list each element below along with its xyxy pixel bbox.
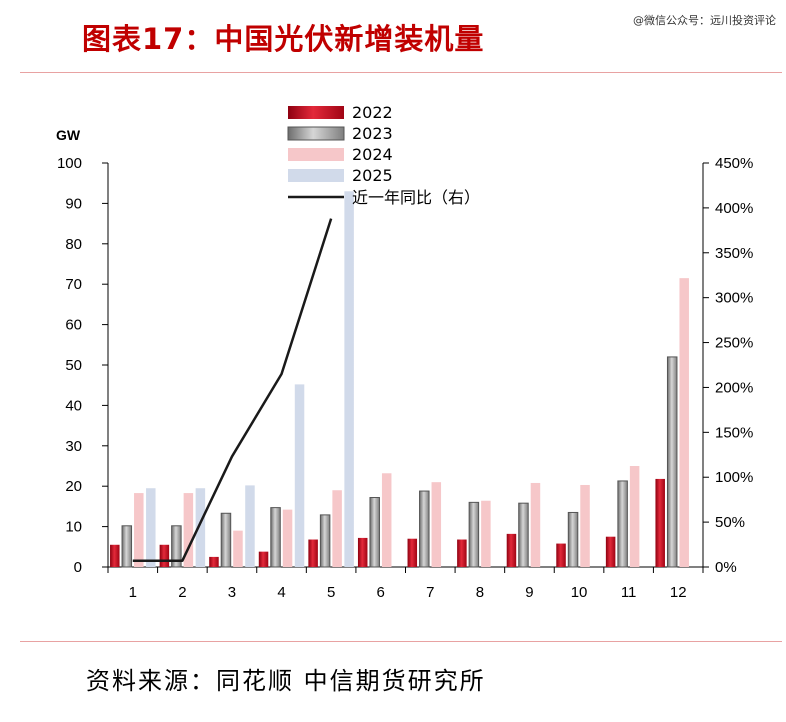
bar-2022-month-3 — [209, 556, 219, 567]
bar-2024-month-9 — [530, 482, 541, 567]
bar-2024-month-4 — [282, 509, 293, 567]
bar-2023-month-7 — [419, 490, 430, 568]
x-axis-tick-label: 10 — [571, 584, 588, 601]
right-axis-tick-label: 0% — [715, 559, 737, 576]
bar-2022-month-10 — [556, 543, 566, 567]
yoy-growth-line — [132, 218, 333, 562]
bar-2024-month-8 — [481, 500, 491, 567]
bar-2022-month-12 — [655, 478, 665, 567]
bars — [110, 191, 689, 568]
bar-2022-month-6 — [357, 537, 368, 567]
x-axis-tick-label: 1 — [129, 584, 137, 601]
legend-swatch-2023 — [287, 126, 345, 141]
bar-2023-month-4 — [270, 507, 281, 568]
legend: 2022 2023 2024 2025 近一年同比（右） — [287, 103, 480, 207]
left-axis-tick-label: 40 — [65, 397, 82, 414]
x-axis-tick-label: 6 — [377, 584, 385, 601]
bar-2024-month-5 — [332, 490, 342, 567]
bar-2025-month-2 — [195, 488, 206, 567]
legend-swatch-2025 — [288, 169, 344, 182]
legend-swatch-2022 — [288, 106, 344, 119]
x-axis-tick-label: 4 — [277, 584, 285, 601]
bar-2023-month-10 — [567, 511, 579, 568]
photovoltaic-installations-chart: GW 0 10 20 30 40 50 60 70 80 90 100 0% 50% 100% 150% 20… — [56, 103, 753, 601]
bar-2025-month-4 — [294, 384, 305, 567]
legend-label-line: 近一年同比（右） — [352, 188, 480, 207]
left-axis-tick-label: 0 — [74, 559, 82, 576]
x-axis-tick-label: 5 — [327, 584, 335, 601]
bar-2022-month-9 — [506, 533, 517, 567]
left-axis-tick-label: 70 — [65, 276, 82, 293]
right-axis-tick-label: 100% — [715, 469, 753, 486]
bar-2025-month-5 — [344, 191, 354, 567]
bar-2022-month-5 — [308, 539, 318, 567]
x-axis-tick-label: 2 — [178, 584, 186, 601]
bar-2022-month-7 — [407, 538, 418, 567]
bar-2024-month-10 — [580, 484, 590, 567]
bar-2024-month-11 — [629, 466, 640, 567]
bar-2024-month-7 — [431, 482, 442, 567]
bar-2023-month-6 — [369, 497, 380, 568]
x-axis-tick-label: 12 — [670, 584, 687, 601]
left-axis-tick-label: 100 — [57, 155, 82, 172]
bar-2023-month-8 — [468, 501, 480, 568]
bar-2022-month-8 — [457, 539, 467, 567]
legend-label-2025: 2025 — [352, 166, 393, 185]
watermark: @微信公众号：远川投资评论 — [633, 14, 776, 27]
right-axis-tick-label: 200% — [715, 379, 753, 396]
bar-2024-month-12 — [679, 278, 689, 567]
left-axis-tick-label: 30 — [65, 438, 82, 455]
legend-label-2022: 2022 — [352, 103, 393, 122]
bottom-divider — [20, 641, 782, 642]
left-axis-tick-label: 50 — [65, 357, 82, 374]
bar-2023-month-9 — [518, 502, 529, 568]
x-axis-tick-label: 8 — [476, 584, 484, 601]
right-axis-tick-label: 150% — [715, 424, 753, 441]
left-axis-tick-label: 80 — [65, 236, 82, 253]
x-axis-tick-label: 7 — [426, 584, 434, 601]
x-axis-tick-label: 9 — [525, 584, 533, 601]
right-axis-tick-label: 250% — [715, 335, 753, 352]
bar-2024-month-6 — [381, 473, 392, 567]
yoy-line — [132, 218, 333, 562]
right-axis-tick-label: 450% — [715, 155, 753, 172]
legend-label-2024: 2024 — [352, 145, 393, 164]
right-axis-tick-label: 350% — [715, 245, 753, 262]
axes: 0 10 20 30 40 50 60 70 80 90 100 0% 50% 100% 150% 200% 2… — [57, 155, 753, 601]
bar-2024-month-2 — [183, 493, 194, 567]
x-axis-tick-label: 3 — [228, 584, 236, 601]
right-axis-tick-label: 400% — [715, 200, 753, 217]
left-axis-unit: GW — [56, 127, 81, 143]
bar-2022-month-2 — [159, 544, 170, 567]
left-axis-tick-label: 10 — [65, 519, 82, 536]
x-axis-tick-label: 11 — [621, 584, 637, 601]
bar-2024-month-1 — [134, 493, 144, 567]
chart-title: 图表17：中国光伏新增装机量 — [82, 22, 485, 56]
bar-2022-month-11 — [605, 536, 616, 567]
bar-2023-month-3 — [220, 512, 232, 568]
left-axis-tick-label: 20 — [65, 478, 82, 495]
bar-2023-month-11 — [617, 480, 628, 568]
bar-2023-month-12 — [666, 356, 678, 568]
legend-label-2023: 2023 — [352, 124, 393, 143]
right-axis-tick-label: 300% — [715, 290, 753, 307]
left-axis-tick-label: 90 — [65, 195, 82, 212]
bar-2022-month-1 — [110, 544, 120, 567]
bar-2023-month-1 — [121, 525, 133, 568]
right-axis-tick-label: 50% — [715, 514, 745, 531]
top-divider — [20, 72, 782, 73]
bar-2024-month-3 — [233, 530, 243, 567]
left-axis-tick-label: 60 — [65, 317, 82, 334]
legend-swatch-2024 — [288, 148, 344, 161]
bar-2022-month-4 — [258, 551, 269, 567]
bar-2023-month-2 — [171, 525, 182, 568]
source-note: 资料来源：同花顺 中信期货研究所 — [86, 667, 486, 695]
bar-2025-month-3 — [245, 485, 255, 567]
bar-2025-month-1 — [146, 488, 156, 567]
bar-2023-month-5 — [319, 514, 331, 568]
